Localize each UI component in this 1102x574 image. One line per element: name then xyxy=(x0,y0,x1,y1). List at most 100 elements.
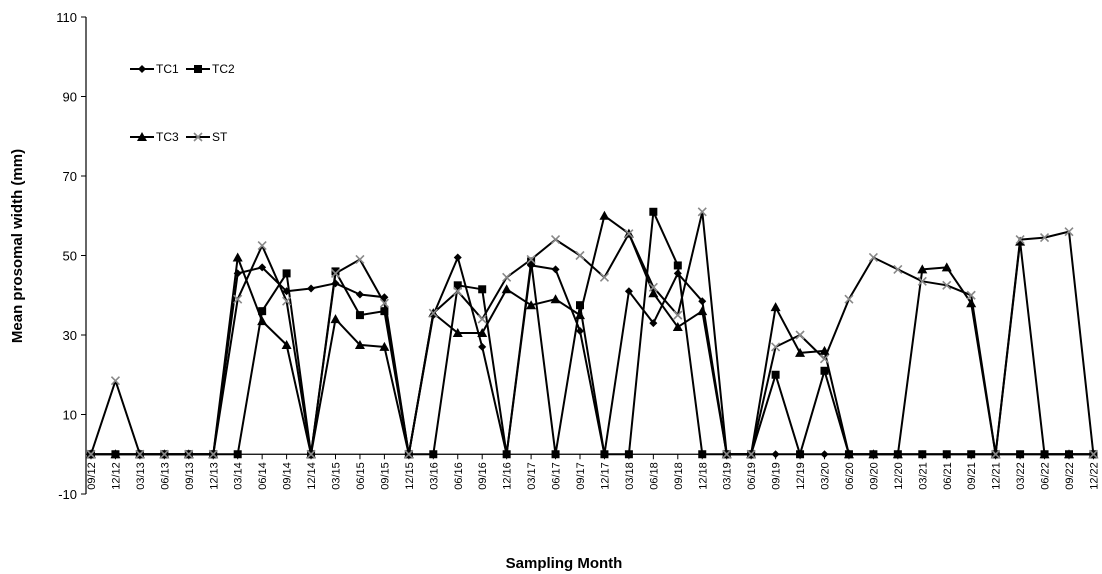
point-tc3 xyxy=(232,252,243,262)
point-st xyxy=(306,449,316,459)
point-st xyxy=(477,314,487,324)
point-st xyxy=(282,296,292,306)
x-tick-label: 12/17 xyxy=(599,462,611,490)
point-tc3 xyxy=(526,300,537,310)
series-line-tc3 xyxy=(91,214,1094,456)
legend-marker xyxy=(137,132,147,141)
point-tc2 xyxy=(502,450,511,459)
point-st xyxy=(184,449,194,459)
point-st xyxy=(502,272,512,282)
point-tc2 xyxy=(282,269,291,278)
point-st xyxy=(1088,449,1099,459)
point-tc1 xyxy=(307,284,316,293)
point-st xyxy=(722,449,732,459)
x-tick-label: 09/14 xyxy=(282,462,294,490)
x-tick-label: 12/19 xyxy=(795,462,807,490)
x-tick-label: 09/19 xyxy=(771,462,783,490)
point-st xyxy=(1039,233,1050,243)
legend-marker xyxy=(194,65,202,73)
x-tick-label: 12/16 xyxy=(502,462,514,490)
x-tick-label: 03/13 xyxy=(135,462,147,490)
x-tick-label: 03/19 xyxy=(722,462,734,490)
x-tick-label: 06/14 xyxy=(257,462,269,490)
point-tc1 xyxy=(576,327,584,336)
series-line-st xyxy=(90,210,1095,456)
y-tick-label: 30 xyxy=(63,328,77,343)
point-tc3 xyxy=(281,339,292,349)
x-tick-label: 03/22 xyxy=(1015,462,1027,490)
point-tc2 xyxy=(918,450,927,459)
x-tick-label: 03/15 xyxy=(331,462,343,490)
point-tc3 xyxy=(452,328,463,338)
point-tc1 xyxy=(258,263,267,272)
point-tc2 xyxy=(576,301,584,310)
series-line-tc1 xyxy=(91,256,1094,456)
point-tc3 xyxy=(843,449,854,459)
point-tc3 xyxy=(599,210,610,220)
x-tick-label: 06/15 xyxy=(355,462,367,490)
point-tc3 xyxy=(575,310,585,320)
point-tc2 xyxy=(429,450,438,459)
point-tc1 xyxy=(624,287,633,296)
x-tick-label: 12/20 xyxy=(893,462,905,490)
x-tick-label: 12/15 xyxy=(404,462,416,490)
point-tc2 xyxy=(233,450,242,459)
point-st xyxy=(159,449,169,459)
point-tc2 xyxy=(942,450,951,459)
point-st xyxy=(1064,227,1074,237)
point-st xyxy=(453,286,463,296)
x-tick-label: 09/22 xyxy=(1064,462,1076,490)
x-tick-label: 12/21 xyxy=(991,462,1003,490)
legend-item-tc3: TC3 xyxy=(130,130,179,144)
point-st xyxy=(355,254,365,265)
x-tick-label: 06/20 xyxy=(844,462,856,490)
x-tick-label: 06/19 xyxy=(746,462,758,490)
x-tick-label: 09/21 xyxy=(966,462,978,490)
x-tick-label: 09/16 xyxy=(477,462,489,490)
x-tick-label: 12/22 xyxy=(1088,462,1100,490)
x-tick-label: 03/21 xyxy=(917,462,929,490)
point-st xyxy=(550,235,561,245)
legend-label: ST xyxy=(212,130,228,144)
series-tc3 xyxy=(86,210,1099,459)
point-tc2 xyxy=(771,370,780,379)
point-tc3 xyxy=(257,316,268,326)
point-tc2 xyxy=(453,281,462,290)
point-st xyxy=(991,449,1001,459)
legend-marker xyxy=(138,65,146,73)
point-st xyxy=(86,449,96,459)
point-tc2 xyxy=(796,450,805,459)
legend-label: TC2 xyxy=(212,62,235,76)
point-tc2 xyxy=(380,307,389,316)
point-tc1 xyxy=(771,450,780,459)
point-st xyxy=(526,254,536,265)
legend-label: TC1 xyxy=(156,62,179,76)
point-st xyxy=(135,449,145,459)
point-tc2 xyxy=(1016,450,1025,459)
point-st xyxy=(844,294,854,304)
legend: TC1 TC2 TC3 ST xyxy=(130,62,235,144)
point-tc3 xyxy=(379,341,390,351)
x-tick-label: 09/20 xyxy=(868,462,880,490)
point-tc2 xyxy=(331,267,340,276)
point-tc2 xyxy=(527,257,536,266)
x-tick-label: 09/13 xyxy=(184,462,196,490)
x-tick-label: 12/12 xyxy=(110,462,122,490)
point-tc2 xyxy=(673,261,682,270)
point-st xyxy=(575,250,585,261)
point-tc1 xyxy=(551,265,560,274)
point-st xyxy=(819,354,830,364)
x-tick-label: 12/14 xyxy=(306,462,318,490)
point-st xyxy=(1015,235,1025,245)
x-tick-label: 03/17 xyxy=(526,462,538,490)
point-st xyxy=(330,268,341,278)
point-st xyxy=(771,342,781,352)
point-tc3 xyxy=(550,294,561,304)
point-st xyxy=(233,294,243,304)
point-st xyxy=(404,449,414,459)
x-axis-title: Sampling Month xyxy=(506,555,623,572)
x-tick-label: 03/16 xyxy=(428,462,440,490)
point-st xyxy=(942,280,952,290)
point-tc3 xyxy=(672,322,683,332)
